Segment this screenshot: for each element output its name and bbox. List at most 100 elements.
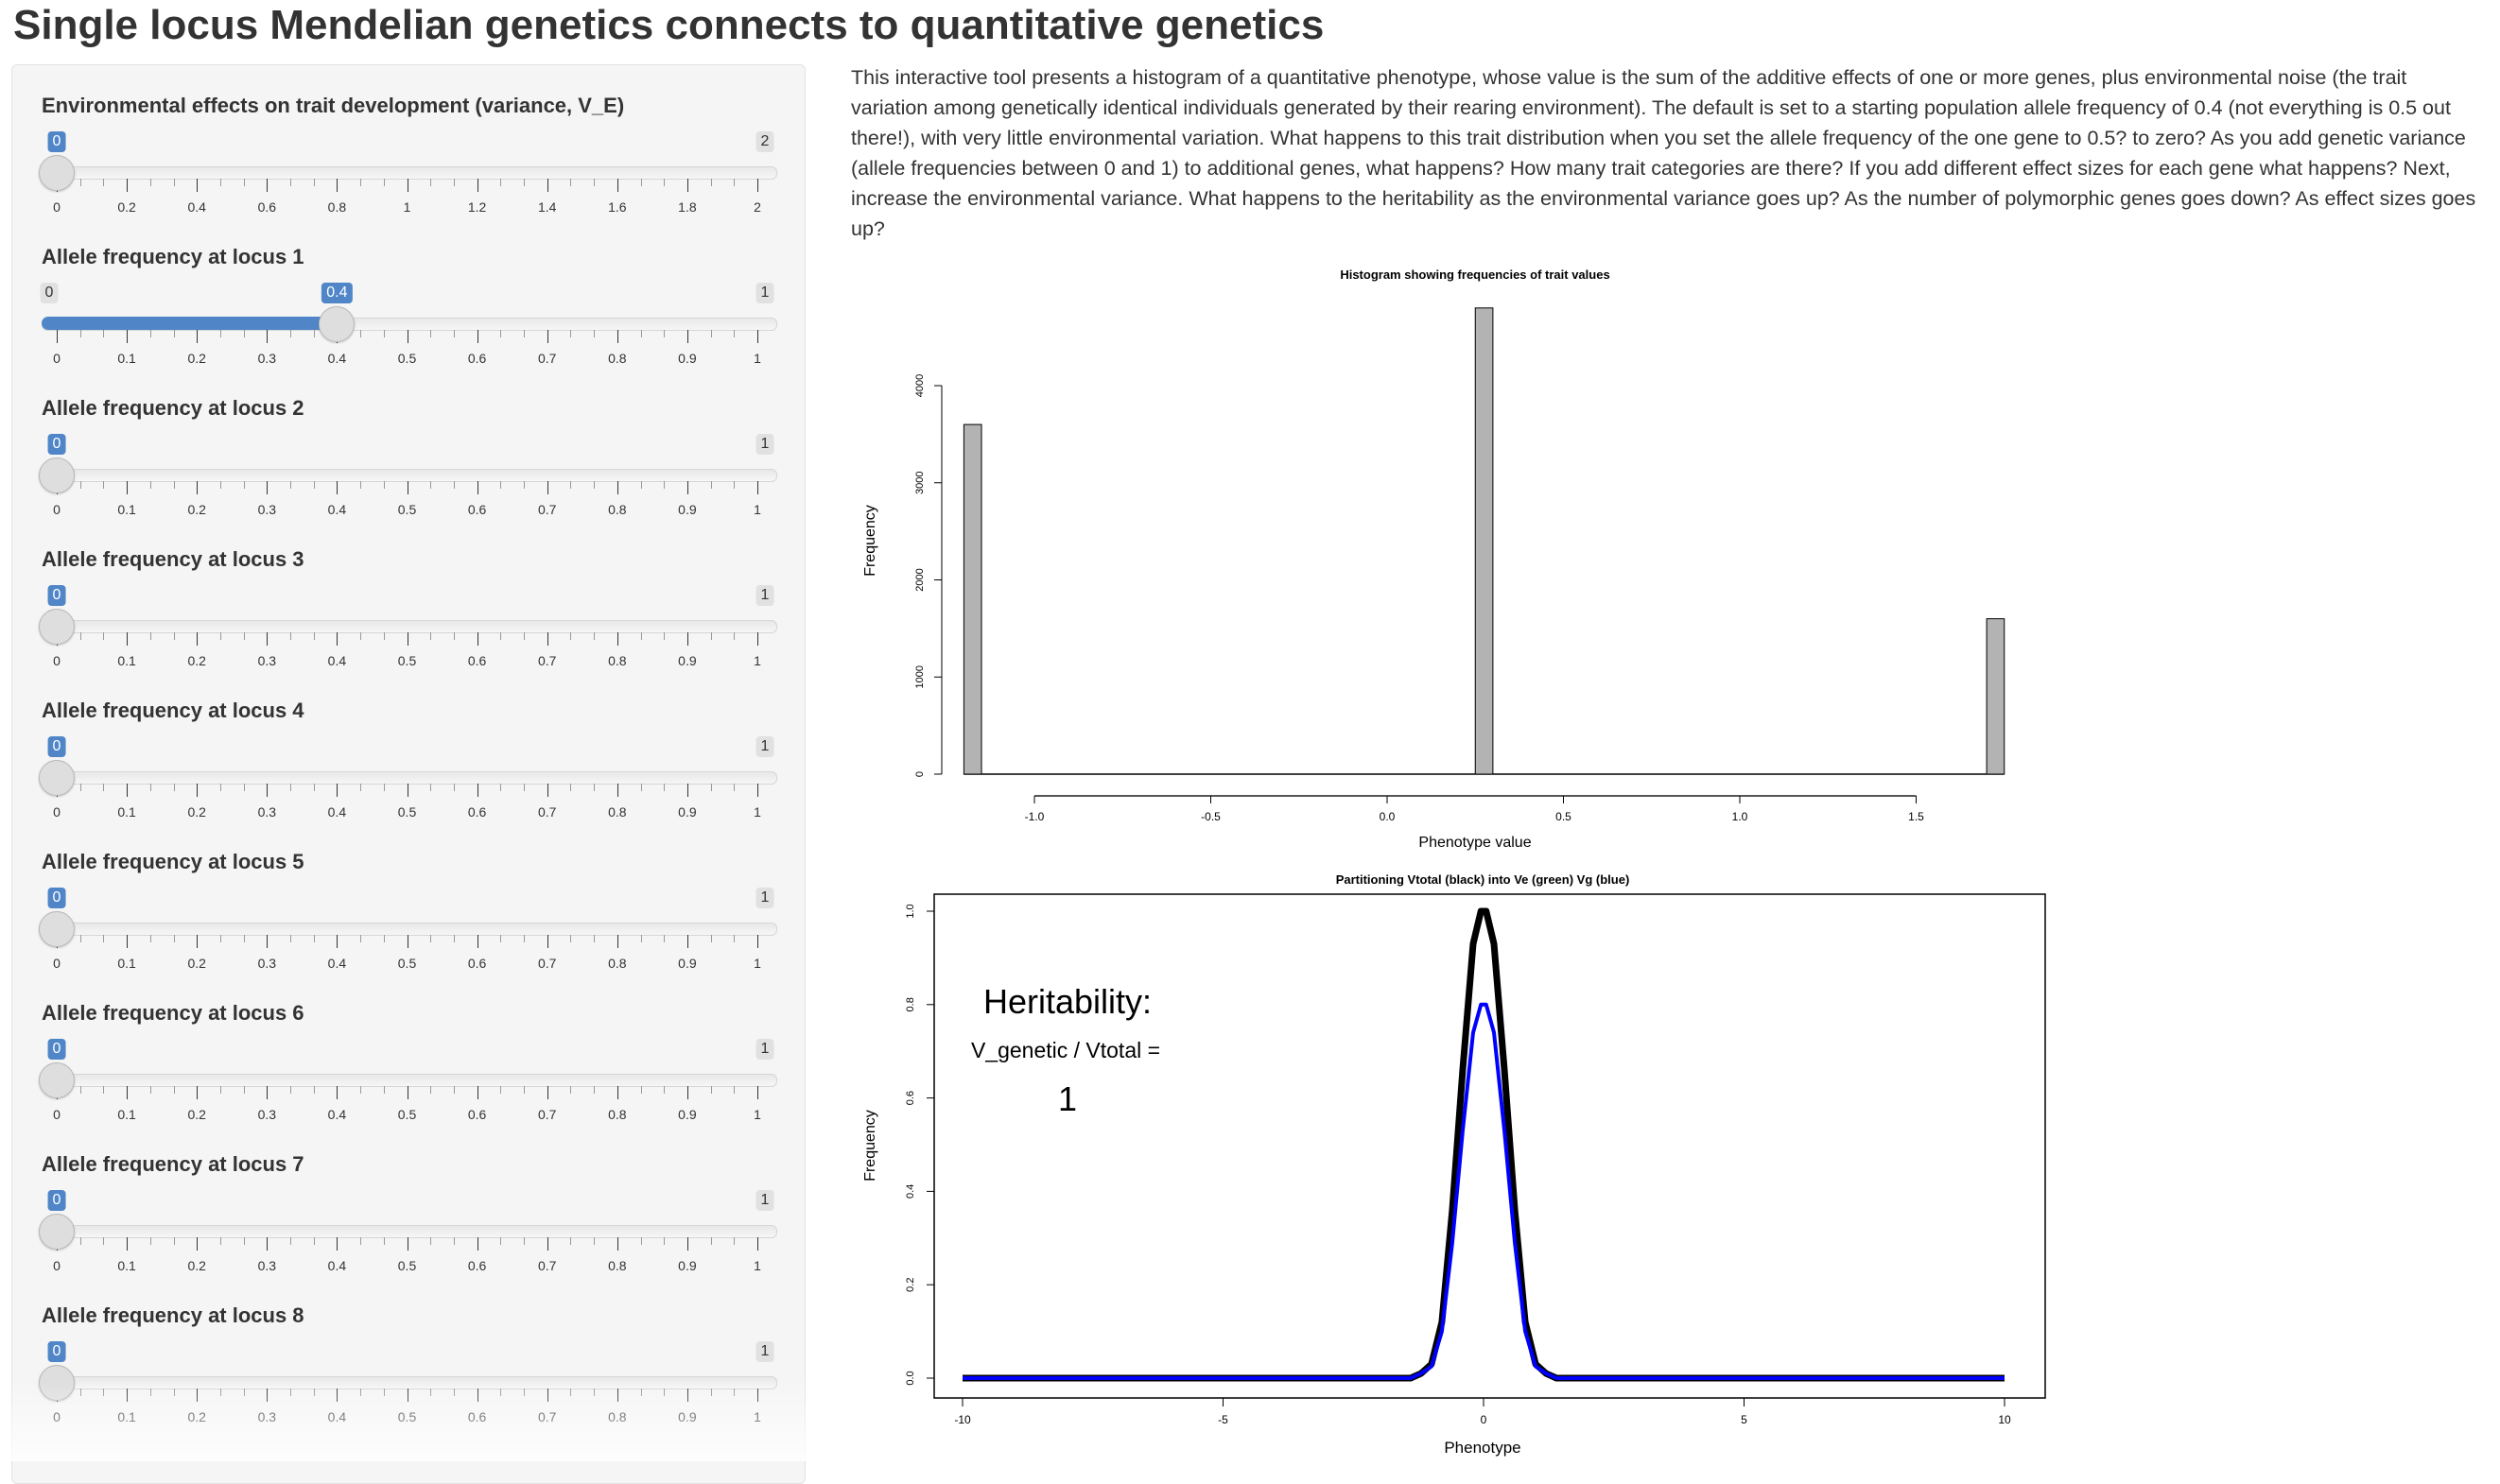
slider-tick-label: 0.9	[678, 1107, 697, 1122]
slider-minor-tick	[453, 935, 455, 942]
slider-tick-label: 0.3	[257, 804, 277, 820]
slider-handle[interactable]	[39, 457, 75, 493]
slider-major-tick	[477, 632, 478, 646]
slider-minor-tick	[524, 1237, 525, 1245]
slider-tick-label: 0.7	[537, 956, 557, 971]
histogram-x-tick-label: 0.5	[1555, 810, 1571, 823]
slider-value-badge: 0.4	[321, 283, 353, 303]
slider-minor-tick	[103, 179, 105, 186]
slider-minor-tick	[290, 1237, 291, 1245]
partition-x-tick-label: -10	[954, 1413, 971, 1426]
slider-minor-tick	[149, 935, 151, 942]
histogram-title: Histogram showing frequencies of trait v…	[1340, 267, 1609, 282]
slider-tick-label: 0.4	[327, 653, 347, 668]
slider-tick-label: 1	[754, 956, 761, 971]
slider-label: Allele frequency at locus 7	[42, 1152, 304, 1176]
partition-x-tick-label: 0	[1481, 1413, 1487, 1426]
slider-minor-tick	[524, 481, 525, 489]
slider-label: Allele frequency at locus 2	[42, 396, 304, 420]
slider-minor-tick	[313, 330, 315, 337]
slider-minor-tick	[383, 330, 385, 337]
slider-minor-tick	[710, 481, 712, 489]
slider-minor-tick	[219, 784, 221, 791]
slider-minor-tick	[149, 1237, 151, 1245]
slider-tick-label: 0.6	[467, 1258, 487, 1273]
slider-tick-label: 0.9	[678, 1258, 697, 1273]
slider-tick-label: 0.6	[467, 956, 487, 971]
slider-minor-tick	[360, 632, 362, 640]
slider-minor-tick	[570, 1086, 572, 1094]
slider-tick-label: 0.6	[257, 199, 277, 215]
slider-max-badge: 1	[755, 888, 774, 908]
slider-major-tick	[127, 632, 129, 646]
slider-handle[interactable]	[39, 760, 75, 796]
slider-minor-tick	[360, 330, 362, 337]
slider-handle[interactable]	[39, 1062, 75, 1098]
slider-minor-tick	[243, 935, 245, 942]
slider-minor-tick	[290, 1086, 291, 1094]
slider-minor-tick	[290, 784, 291, 791]
slider-minor-tick	[664, 784, 666, 791]
slider-max-badge: 1	[755, 1341, 774, 1362]
slider-handle[interactable]	[39, 155, 75, 191]
slider-major-tick	[547, 632, 548, 646]
slider-major-tick	[337, 632, 339, 646]
slider-minor-tick	[383, 179, 385, 186]
slider-tick-label: 0.3	[257, 502, 277, 517]
slider-major-tick	[686, 179, 688, 192]
slider-tick-label: 1	[754, 1107, 761, 1122]
slider-tick-label: 0.2	[187, 502, 206, 517]
slider-minor-tick	[500, 179, 502, 186]
slider-major-tick	[616, 1086, 618, 1099]
slider-tick-label: 0.5	[397, 351, 417, 366]
slider-label: Allele frequency at locus 6	[42, 1001, 304, 1025]
slider-tick-label: 0.7	[537, 653, 557, 668]
slider-max-badge: 1	[755, 736, 774, 757]
slider-minor-tick	[453, 179, 455, 186]
slider-major-tick	[57, 330, 58, 343]
slider-tick-label: 0.8	[327, 199, 347, 215]
slider-minor-tick	[640, 1237, 642, 1245]
slider-minor-tick	[594, 784, 596, 791]
slider-max-badge: 1	[755, 1039, 774, 1060]
slider-major-tick	[337, 1086, 339, 1099]
slider-handle[interactable]	[39, 911, 75, 947]
slider-minor-tick	[243, 179, 245, 186]
slider-tick-label: 1	[754, 653, 761, 668]
slider-tick-label: 1	[754, 804, 761, 820]
slider-tick-label: 0.2	[187, 804, 206, 820]
slider-major-tick	[616, 481, 618, 494]
slider-minor-tick	[173, 1086, 175, 1094]
slider-minor-tick	[570, 330, 572, 337]
slider-minor-tick	[173, 179, 175, 186]
slider-minor-tick	[149, 481, 151, 489]
slider-label: Allele frequency at locus 5	[42, 850, 304, 873]
slider-major-tick	[547, 1237, 548, 1251]
slider-label: Allele frequency at locus 3	[42, 547, 304, 571]
slider-handle[interactable]	[39, 1214, 75, 1250]
slider-minor-tick	[360, 481, 362, 489]
description-text: This interactive tool presents a histogr…	[851, 66, 2476, 240]
slider-major-tick	[686, 481, 688, 494]
slider-major-tick	[127, 784, 129, 797]
slider-tick-label: 0.8	[608, 653, 627, 668]
slider-handle[interactable]	[39, 609, 75, 645]
slider-major-tick	[547, 784, 548, 797]
slider-tick-label: 1.8	[678, 199, 697, 215]
slider-minor-tick	[453, 481, 455, 489]
slider-tick-label: 0.8	[608, 1107, 627, 1122]
slider-value-badge: 0	[47, 1039, 66, 1060]
slider-minor-tick	[383, 935, 385, 942]
slider-minor-tick	[734, 784, 736, 791]
slider-tick-label: 0.3	[257, 956, 277, 971]
slider-minor-tick	[149, 632, 151, 640]
slider-major-tick	[616, 632, 618, 646]
slider-minor-tick	[734, 179, 736, 186]
slider-handle[interactable]	[319, 306, 356, 342]
slider-minor-tick	[219, 1086, 221, 1094]
slider-major-tick	[477, 1086, 478, 1099]
slider-minor-tick	[570, 632, 572, 640]
histogram-x-tick-label: -0.5	[1201, 810, 1221, 823]
slider-tick-label: 0.3	[257, 1107, 277, 1122]
slider-minor-tick	[103, 330, 105, 337]
